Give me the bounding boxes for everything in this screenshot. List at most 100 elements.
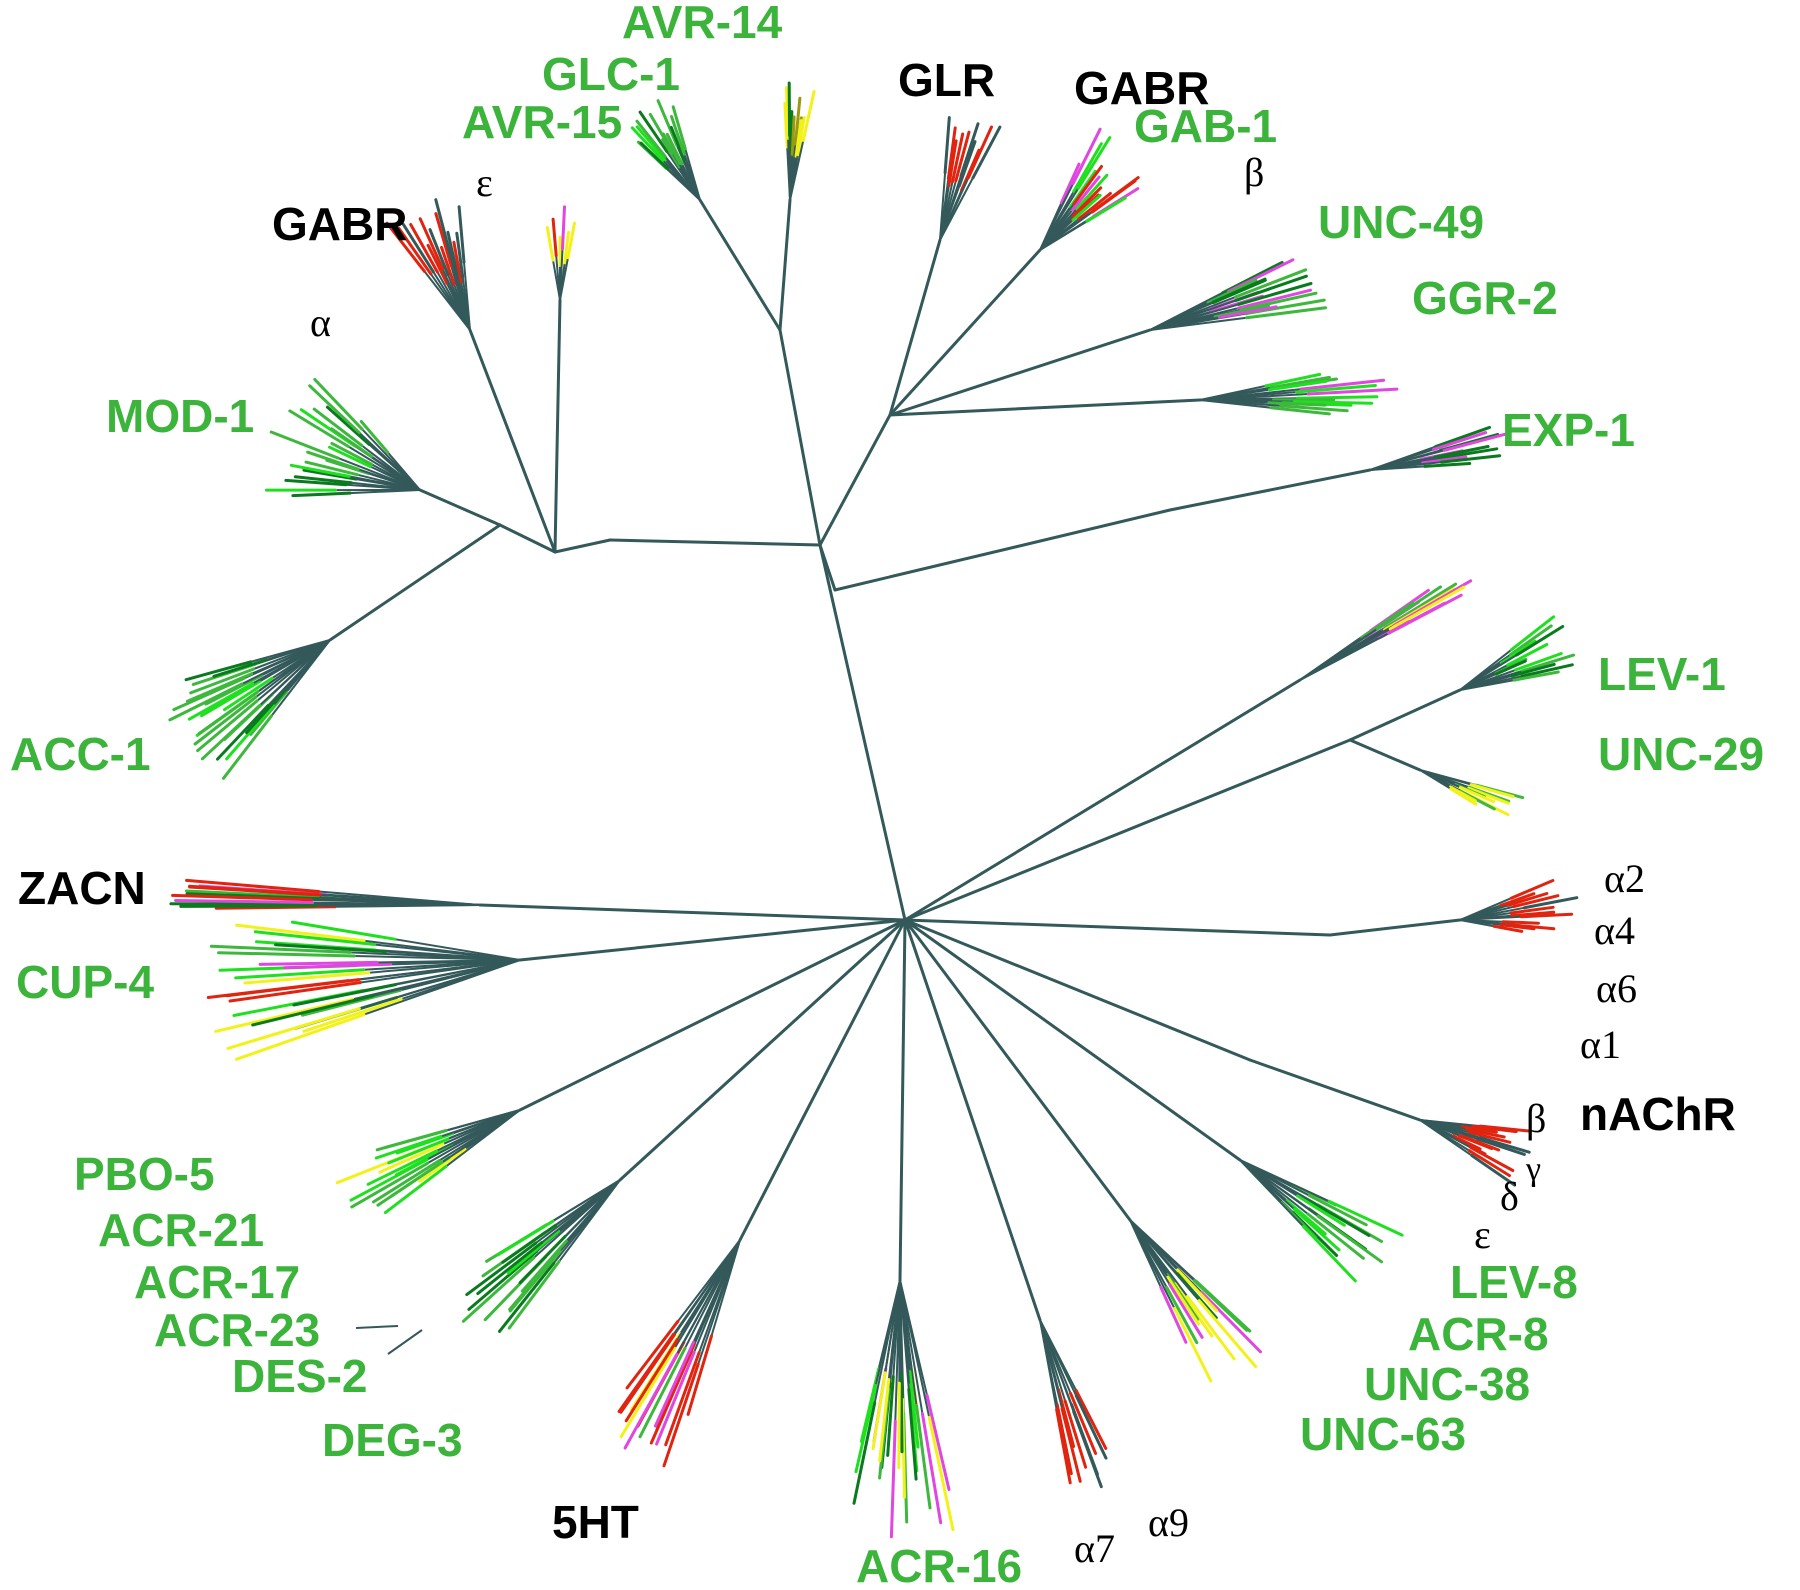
5ht-leaf xyxy=(617,1332,675,1413)
mod-1-leaf xyxy=(293,475,353,485)
5ht-leaf xyxy=(655,1350,696,1446)
unc-49-leaf xyxy=(1227,258,1295,293)
subunit-label-beta-gabr: β xyxy=(1244,150,1264,195)
exp-1-leaf xyxy=(1432,431,1488,451)
cup-4-leaf xyxy=(274,943,388,954)
family-label-lev-1: LEV-1 xyxy=(1598,648,1726,700)
unc-63-leaf xyxy=(1173,1307,1213,1383)
avr-15-leaf xyxy=(639,141,670,171)
gabr-beta-leaf xyxy=(1071,127,1102,186)
trunk-branch xyxy=(903,918,1252,1062)
acr-17-leaf xyxy=(350,1161,429,1209)
avr-15-leaf xyxy=(670,115,686,156)
mod-1-leaf xyxy=(306,450,360,471)
clade-labels: AVR-14 GLC-1 AVR-15 GLR GABR GAB-1 GABR … xyxy=(10,0,1764,1590)
unc-49-leaf xyxy=(1206,278,1258,305)
label-leader-lines xyxy=(355,1325,423,1355)
acc-1-leaf xyxy=(216,704,270,761)
lev-8-leaf xyxy=(1327,1199,1404,1237)
deg-3-leaf xyxy=(518,1235,567,1285)
deg-3-leaf xyxy=(507,1260,561,1330)
gabr-epsilon-leaf xyxy=(563,230,570,265)
lev-1-leaf xyxy=(1494,659,1527,676)
beta-nachr-leaf xyxy=(1469,1146,1515,1172)
acr-17-leaf xyxy=(366,1149,438,1186)
lev-8-inner-branch xyxy=(1239,1159,1305,1228)
gabr-beta-leaf xyxy=(1059,162,1081,205)
acr-16-inner-branch xyxy=(874,1279,901,1387)
alpha-nachr-inner-branch xyxy=(1459,919,1495,928)
lev-8-leaf xyxy=(1306,1212,1365,1260)
deg-3-leaf xyxy=(461,1256,536,1323)
family-label-acr-23: ACR-23 xyxy=(154,1304,320,1356)
unc-49-inner-branch xyxy=(1149,316,1248,331)
acr-17-leaf xyxy=(384,1129,448,1149)
gabr-alpha-leaf xyxy=(418,217,445,271)
5ht-leaf xyxy=(664,1351,701,1447)
lev-8-leaf xyxy=(1285,1199,1327,1236)
family-label-acc-1: ACC-1 xyxy=(10,728,151,780)
zacn-leaf xyxy=(185,889,321,899)
alpha-nachr-leaf xyxy=(1522,896,1579,910)
lev-8-leaf xyxy=(1316,1214,1384,1264)
gabr-alpha-leaf xyxy=(426,243,449,285)
deg-3-stem xyxy=(618,918,907,1182)
trunk-branch xyxy=(903,918,1332,937)
lev-1-leaf xyxy=(1510,615,1556,652)
unc-49-leaf xyxy=(1234,268,1308,299)
unc-63-leaf xyxy=(1166,1275,1201,1326)
mod-1-leaf xyxy=(308,384,361,435)
acc-1-leaf xyxy=(193,695,258,746)
family-label-zacn: ZACN xyxy=(18,862,146,914)
gabr-epsilon-inner-branch xyxy=(559,256,569,301)
acc-1-leaf xyxy=(225,703,275,761)
lev-1-leaf xyxy=(1520,663,1574,678)
exp-1-leaf xyxy=(1439,454,1502,464)
deg-3-leaf xyxy=(498,1261,556,1333)
acr-16-inner-branch xyxy=(899,1279,931,1419)
subunit-label-epsilon-gabr: ε xyxy=(476,160,493,205)
avr-15-inner-branch xyxy=(684,147,701,201)
alpha7-9-inner-branch xyxy=(1039,1319,1058,1411)
alpha7-9-leaf xyxy=(1063,1399,1088,1469)
mod-1-inner-branch xyxy=(337,457,421,491)
unc-63-leaf xyxy=(1192,1279,1249,1332)
avr-15-leaf xyxy=(656,99,679,147)
subunit-label-gamma: γ xyxy=(1525,1151,1541,1188)
cup-4-leaf xyxy=(228,981,362,1003)
cup-4-leaf xyxy=(217,951,356,958)
mod-1-leaf xyxy=(328,445,372,468)
zacn-leaf xyxy=(169,902,312,906)
exp-1-leaf xyxy=(1433,445,1490,459)
lev-8-leaf xyxy=(1309,1200,1371,1237)
avr-14-leaf xyxy=(789,110,794,153)
cup-4-leaf xyxy=(283,962,393,970)
trunk-branch xyxy=(498,523,557,554)
gabr-alpha-leaf xyxy=(409,223,439,274)
beta-nachr-inner-branch xyxy=(1419,1119,1473,1157)
ggr-2-leaf xyxy=(1299,378,1386,391)
cup-4-leaf xyxy=(235,923,366,943)
acc-1-leaf xyxy=(200,703,262,761)
gabr-alpha-leaf xyxy=(397,227,433,276)
alpha-nachr-leaf xyxy=(1506,892,1549,907)
mod-1-stem xyxy=(418,488,502,527)
acr-16-leaf xyxy=(908,1370,920,1449)
cup-4-inner-branch xyxy=(393,938,521,961)
deg-3-leaf xyxy=(467,1249,539,1311)
acc-1-leaf xyxy=(168,682,244,722)
lev-1-leaf xyxy=(1512,670,1560,682)
glr-stem xyxy=(888,238,942,417)
5ht-leaf xyxy=(662,1362,700,1468)
ggr-2-leaf xyxy=(1306,387,1399,396)
acc-1-leaf xyxy=(187,682,255,721)
acr-17-leaf xyxy=(374,1134,443,1160)
mod-1-leaf xyxy=(313,378,364,431)
beta-nachr-leaf xyxy=(1478,1136,1531,1154)
beta-nachr-stem xyxy=(1248,1058,1422,1122)
beta-nachr-leaf xyxy=(1470,1154,1516,1187)
5ht-inner-branch xyxy=(676,1239,741,1323)
unc-63-leaf xyxy=(1168,1283,1204,1339)
trunk-branch xyxy=(608,538,822,547)
acr-16-leaf xyxy=(915,1403,932,1510)
